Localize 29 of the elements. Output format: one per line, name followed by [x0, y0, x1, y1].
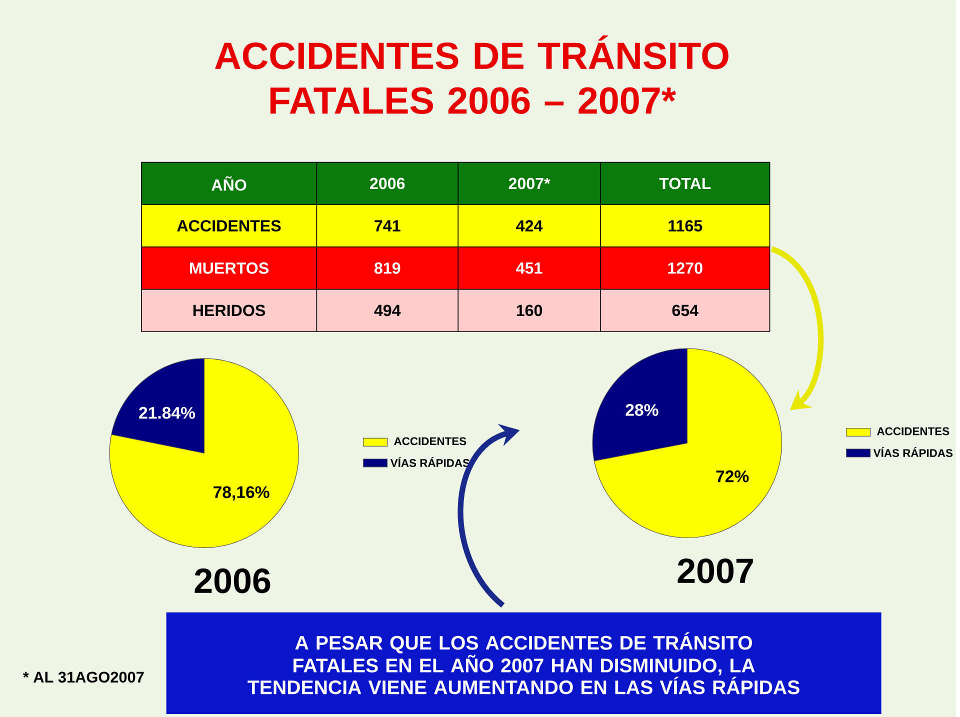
data-label: 21.84% — [139, 406, 196, 419]
series-label: HERIDOS — [193, 304, 266, 316]
text: A PESAR QUE LOS ACCIDENTES DE TRÁNSITO FATALES EN EL AÑO 2007 HAN DISMINUIDO, LA TENDENCIA VIENE AUMENTANDO EN LAS VÍAS RÁPIDAS — [248, 632, 800, 694]
series-label: MUERTOS — [190, 262, 269, 274]
data-label: 741 — [374, 220, 400, 232]
data-label: 72% — [716, 470, 749, 482]
data-label: 160 — [516, 304, 542, 316]
data-label: 424 — [516, 220, 543, 232]
data-label: 654 — [672, 304, 698, 316]
legend-label: ACCIDENTES — [394, 437, 466, 446]
data-label: 451 — [516, 262, 542, 274]
data-label: 819 — [374, 262, 400, 274]
legend-label: VÍAS RÁPIDAS — [390, 456, 470, 467]
legend-label: ACCIDENTES — [877, 427, 950, 436]
data-label: 28% — [626, 404, 658, 416]
category-label: TOTAL — [659, 178, 711, 190]
text: ACCIDENTES DE TRÁNSITO FATALES 2006 – 2007* — [215, 35, 728, 114]
data-label: 1270 — [668, 262, 702, 274]
legend-title: AÑO — [212, 176, 246, 191]
category-label: 2007* — [508, 178, 550, 190]
data-label: 1165 — [668, 220, 702, 232]
text: * AL 31AGO2007 — [22, 672, 144, 683]
category-label: 2006 — [370, 178, 405, 190]
data-label: 494 — [374, 304, 401, 316]
series-label: ACCIDENTES — [177, 220, 281, 232]
legend-label: VÍAS RÁPIDAS — [873, 446, 953, 458]
text: 2007 — [678, 558, 753, 584]
data-label: 78,16% — [214, 486, 270, 501]
text: 2006 — [194, 568, 270, 594]
